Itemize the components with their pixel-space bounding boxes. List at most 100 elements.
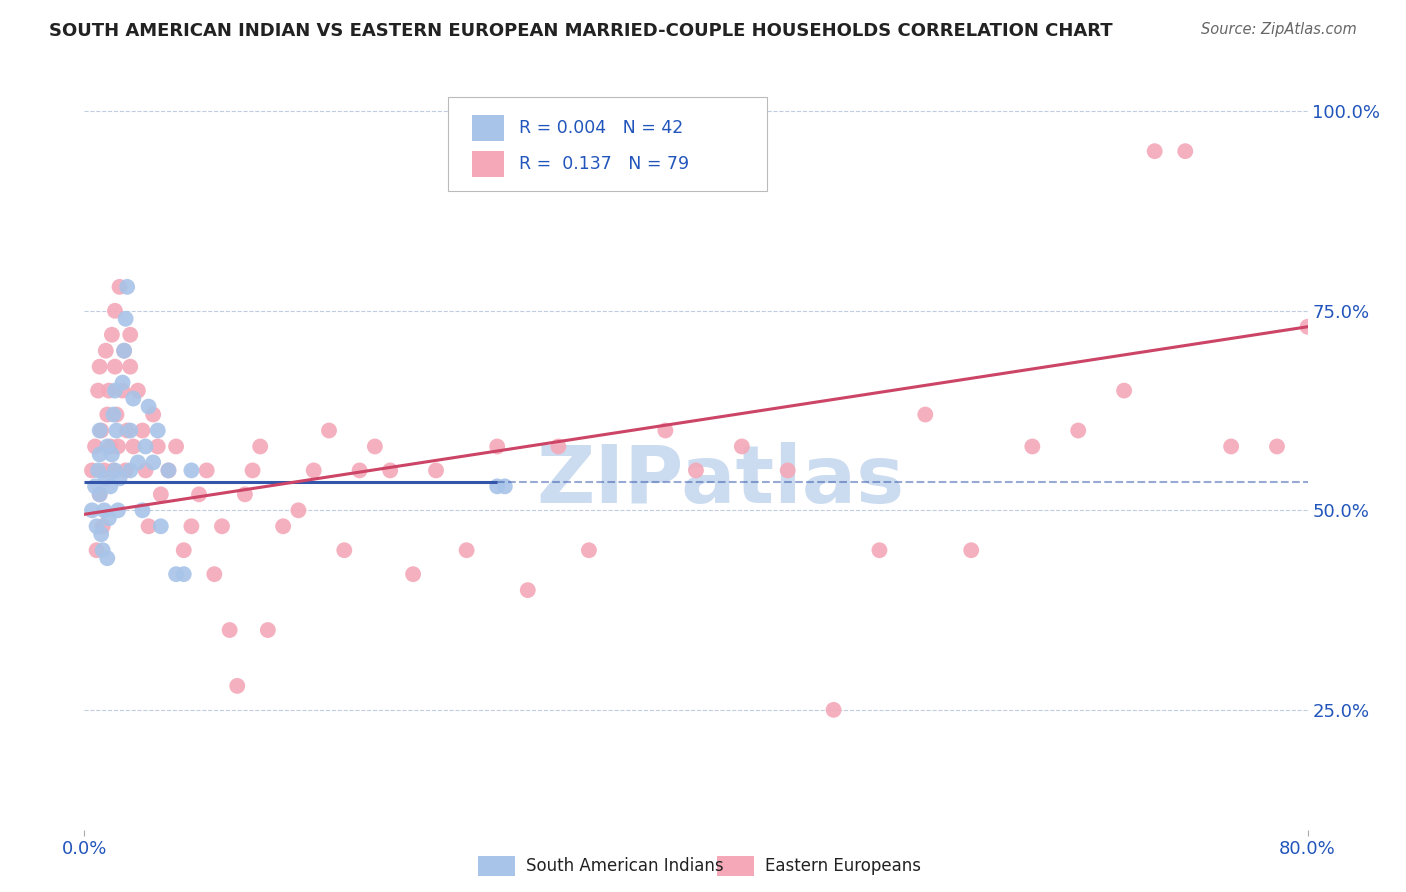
Text: R =  0.137   N = 79: R = 0.137 N = 79: [519, 155, 689, 173]
Point: [654, 424, 676, 438]
Point: [115, 424, 138, 438]
Point: [97, 384, 120, 398]
Point: [114, 463, 136, 477]
Point: [349, 463, 371, 477]
Point: [318, 424, 340, 438]
Point: [104, 303, 127, 318]
Point: [84, 440, 107, 454]
Point: [90, 424, 112, 438]
Point: [115, 280, 138, 294]
Point: [91, 519, 114, 533]
Point: [114, 311, 136, 326]
Point: [96, 408, 118, 422]
Point: [456, 543, 478, 558]
Point: [202, 567, 225, 582]
Point: [103, 463, 125, 477]
Point: [98, 479, 121, 493]
Point: [86, 519, 108, 533]
Point: [138, 519, 160, 533]
Point: [120, 463, 142, 477]
Point: [127, 455, 149, 469]
Point: [93, 463, 115, 477]
Point: [380, 463, 402, 477]
FancyBboxPatch shape: [472, 151, 503, 177]
Point: [80, 503, 103, 517]
Point: [89, 424, 111, 438]
Point: [146, 440, 169, 454]
Point: [84, 479, 107, 493]
Point: [516, 583, 538, 598]
Point: [89, 487, 111, 501]
Point: [578, 543, 600, 558]
Point: [149, 487, 172, 501]
FancyBboxPatch shape: [447, 97, 766, 191]
Point: [486, 440, 509, 454]
Point: [1265, 440, 1288, 454]
Point: [233, 487, 256, 501]
Point: [226, 679, 249, 693]
Point: [96, 551, 118, 566]
Point: [80, 463, 103, 477]
Point: [105, 424, 128, 438]
Point: [165, 440, 187, 454]
Point: [101, 447, 124, 461]
Text: R = 0.004   N = 42: R = 0.004 N = 42: [519, 120, 683, 137]
Point: [135, 463, 157, 477]
Text: ZIPatlas: ZIPatlas: [536, 442, 904, 520]
Point: [107, 503, 129, 517]
Point: [120, 424, 142, 438]
Point: [1220, 440, 1243, 454]
Point: [89, 359, 111, 374]
Point: [486, 479, 509, 493]
Point: [302, 463, 325, 477]
Point: [138, 400, 160, 414]
Point: [98, 440, 121, 454]
Point: [108, 280, 131, 294]
Point: [111, 376, 134, 390]
Point: [146, 424, 169, 438]
Point: [87, 463, 110, 477]
Point: [108, 471, 131, 485]
Point: [823, 703, 845, 717]
Point: [547, 440, 569, 454]
Point: [157, 463, 180, 477]
Point: [364, 440, 387, 454]
Point: [122, 392, 145, 406]
Point: [287, 503, 309, 517]
Point: [112, 343, 135, 358]
Point: [1067, 424, 1090, 438]
Point: [104, 384, 127, 398]
Text: SOUTH AMERICAN INDIAN VS EASTERN EUROPEAN MARRIED-COUPLE HOUSEHOLDS CORRELATION : SOUTH AMERICAN INDIAN VS EASTERN EUROPEA…: [49, 22, 1112, 40]
Point: [103, 408, 125, 422]
Point: [127, 384, 149, 398]
Text: Source: ZipAtlas.com: Source: ZipAtlas.com: [1201, 22, 1357, 37]
Point: [242, 463, 264, 477]
Point: [107, 440, 129, 454]
Point: [685, 463, 707, 477]
Point: [120, 359, 142, 374]
Point: [1114, 384, 1136, 398]
Point: [142, 455, 165, 469]
Point: [131, 424, 153, 438]
Point: [211, 519, 233, 533]
Point: [105, 408, 128, 422]
Point: [776, 463, 799, 477]
Point: [425, 463, 447, 477]
Point: [157, 463, 180, 477]
Point: [333, 543, 356, 558]
Point: [180, 463, 202, 477]
Point: [89, 447, 111, 461]
Point: [135, 440, 157, 454]
Point: [914, 408, 936, 422]
Point: [131, 503, 153, 517]
Text: Eastern Europeans: Eastern Europeans: [765, 857, 921, 875]
Point: [180, 519, 202, 533]
Point: [97, 511, 120, 525]
Point: [1296, 319, 1319, 334]
Point: [101, 327, 124, 342]
Text: South American Indians: South American Indians: [526, 857, 724, 875]
Point: [94, 343, 117, 358]
Point: [188, 487, 211, 501]
Point: [1143, 144, 1166, 158]
Point: [122, 440, 145, 454]
